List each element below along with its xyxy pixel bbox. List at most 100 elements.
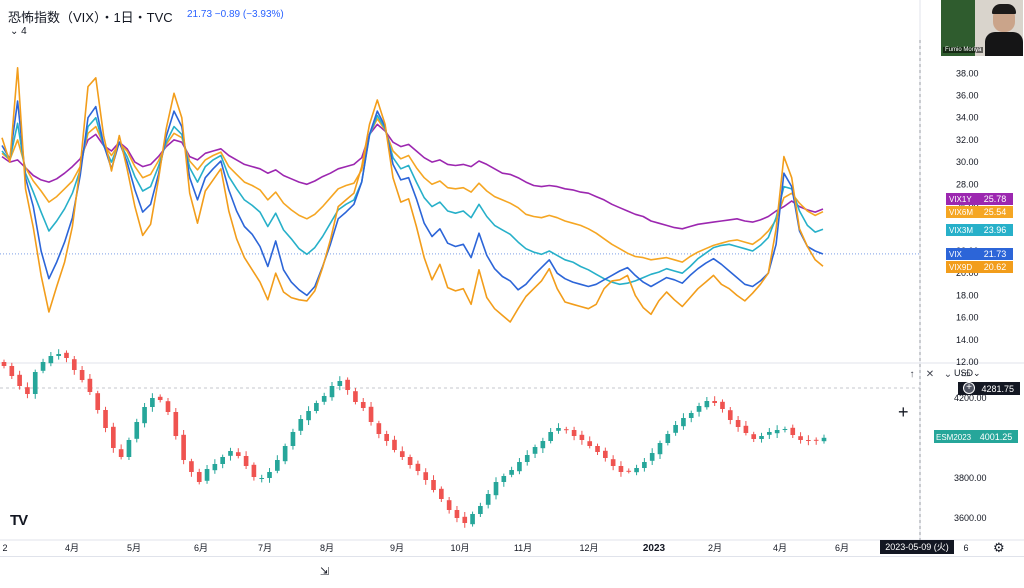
price-axis-label-lower: 3800.00 [954,473,987,483]
candle-body [181,434,186,460]
indicator-count-value: 4 [21,26,27,37]
price-axis-label: 30.00 [956,157,979,167]
time-axis-label: 8月 [320,543,334,553]
crosshair-cursor-icon: + [898,402,909,422]
legend-badge-value [978,206,1013,218]
indicator-count[interactable]: ⌄ 4 [10,26,27,37]
candle-body [196,472,202,482]
candle-body [71,359,77,370]
legend-name: VIX3M [949,226,973,235]
close-icon[interactable]: ✕ [925,369,935,380]
candle-body [517,462,522,472]
last-value-label: 4281.75 [981,384,1014,394]
es-badge-value [974,430,1018,443]
candle-body [48,356,54,364]
plus-icon[interactable]: + [963,382,975,394]
candle-body [485,494,491,505]
candle-body [259,478,265,479]
candle-body [134,422,140,439]
webcam-name: Fumio Moriya [943,47,984,53]
candle-body [40,362,46,371]
candle-body [563,429,569,431]
candle-body [282,446,288,462]
currency-selector[interactable]: USD⌄ [954,368,981,378]
webcam-plant [941,0,975,56]
candle-body [696,406,702,412]
es-name: ESM2023 [936,433,972,442]
es-badge-name [934,430,974,443]
candle-body [509,470,514,475]
candle-body [150,398,155,407]
chart-header: 恐怖指数（VIX）・1日・TVC 21.73 −0.89 (−3.93%) ⌄ … [0,0,1024,40]
symbol-title[interactable]: 恐怖指数（VIX）・1日・TVC [8,10,173,25]
price-axis-label: 34.00 [956,113,979,123]
legend-name: VIX6M [949,208,973,217]
candle-body [470,514,475,525]
candle-body [446,500,452,510]
candle-body [759,436,764,439]
candle-body [556,428,561,431]
maximize-icon[interactable]: ▭ [961,369,971,380]
candle-body [524,455,530,462]
symbol-quote: 21.73 −0.89 (−3.93%) [187,9,284,20]
candle-body [399,451,405,457]
legend-badge-value [978,224,1013,236]
candle-body [634,468,639,473]
series-line-vix3m [1,114,824,286]
candle-body [813,439,819,441]
candle-body [314,403,319,411]
series-line-vix9d [1,67,824,323]
candle-body [688,413,694,418]
webcam-person-hair [992,4,1016,14]
candle-body [681,418,686,427]
candle-body [165,401,171,412]
price-axis-label: 16.00 [956,313,979,323]
candle-body [1,362,7,366]
legend-badge-name [946,248,978,260]
candle-body [579,434,585,440]
time-axis-label: 5月 [127,543,141,553]
candle-body [478,506,483,514]
legend-badge-name [946,224,978,236]
tradingview-logo[interactable]: TV [10,512,28,529]
candle-body [540,441,546,449]
time-axis-label: 7月 [258,543,272,553]
candle-body [32,372,38,394]
candle-body [157,396,163,400]
legend-value: 21.73 [984,249,1007,259]
candle-body [673,425,678,433]
collapse-icon[interactable]: ⌄ [943,369,953,380]
candle-body [228,451,233,456]
candle-body [17,374,22,386]
candle-body [782,429,788,430]
candle-body [95,393,101,410]
price-axis-label: 32.00 [956,135,979,145]
cursor-date-badge [880,540,954,554]
candle-body [251,464,257,477]
candle-body [267,472,272,478]
candle-body [306,411,311,421]
candle-body [595,446,600,452]
candle-body [275,460,280,471]
legend-value: 20.62 [984,262,1007,272]
price-axis-label: 12.00 [956,357,979,367]
legend-name: VIX1Y [949,195,972,204]
candle-body [423,472,429,480]
date-range-icon[interactable]: ⇲ [320,566,330,578]
gear-icon[interactable]: ⚙ [993,540,1005,555]
candle-body [712,401,717,403]
time-axis-label: 6月 [194,543,208,553]
candle-body [337,381,343,386]
series-line-vix1y [1,123,824,230]
candle-body [189,461,194,472]
candle-body [298,419,304,431]
currency-label: USD [954,368,974,378]
candle-body [368,406,374,422]
candle-body [173,412,179,436]
candle-body [642,462,647,468]
legend-badge-value [978,193,1013,205]
arrow-up-icon[interactable]: ↑ [909,369,915,380]
bottom-toolbar: ⇲ [0,556,1024,588]
candle-body [735,420,741,427]
chart-canvas[interactable]: 40.0038.0036.0034.0032.0030.0028.0026.00… [0,0,1024,556]
